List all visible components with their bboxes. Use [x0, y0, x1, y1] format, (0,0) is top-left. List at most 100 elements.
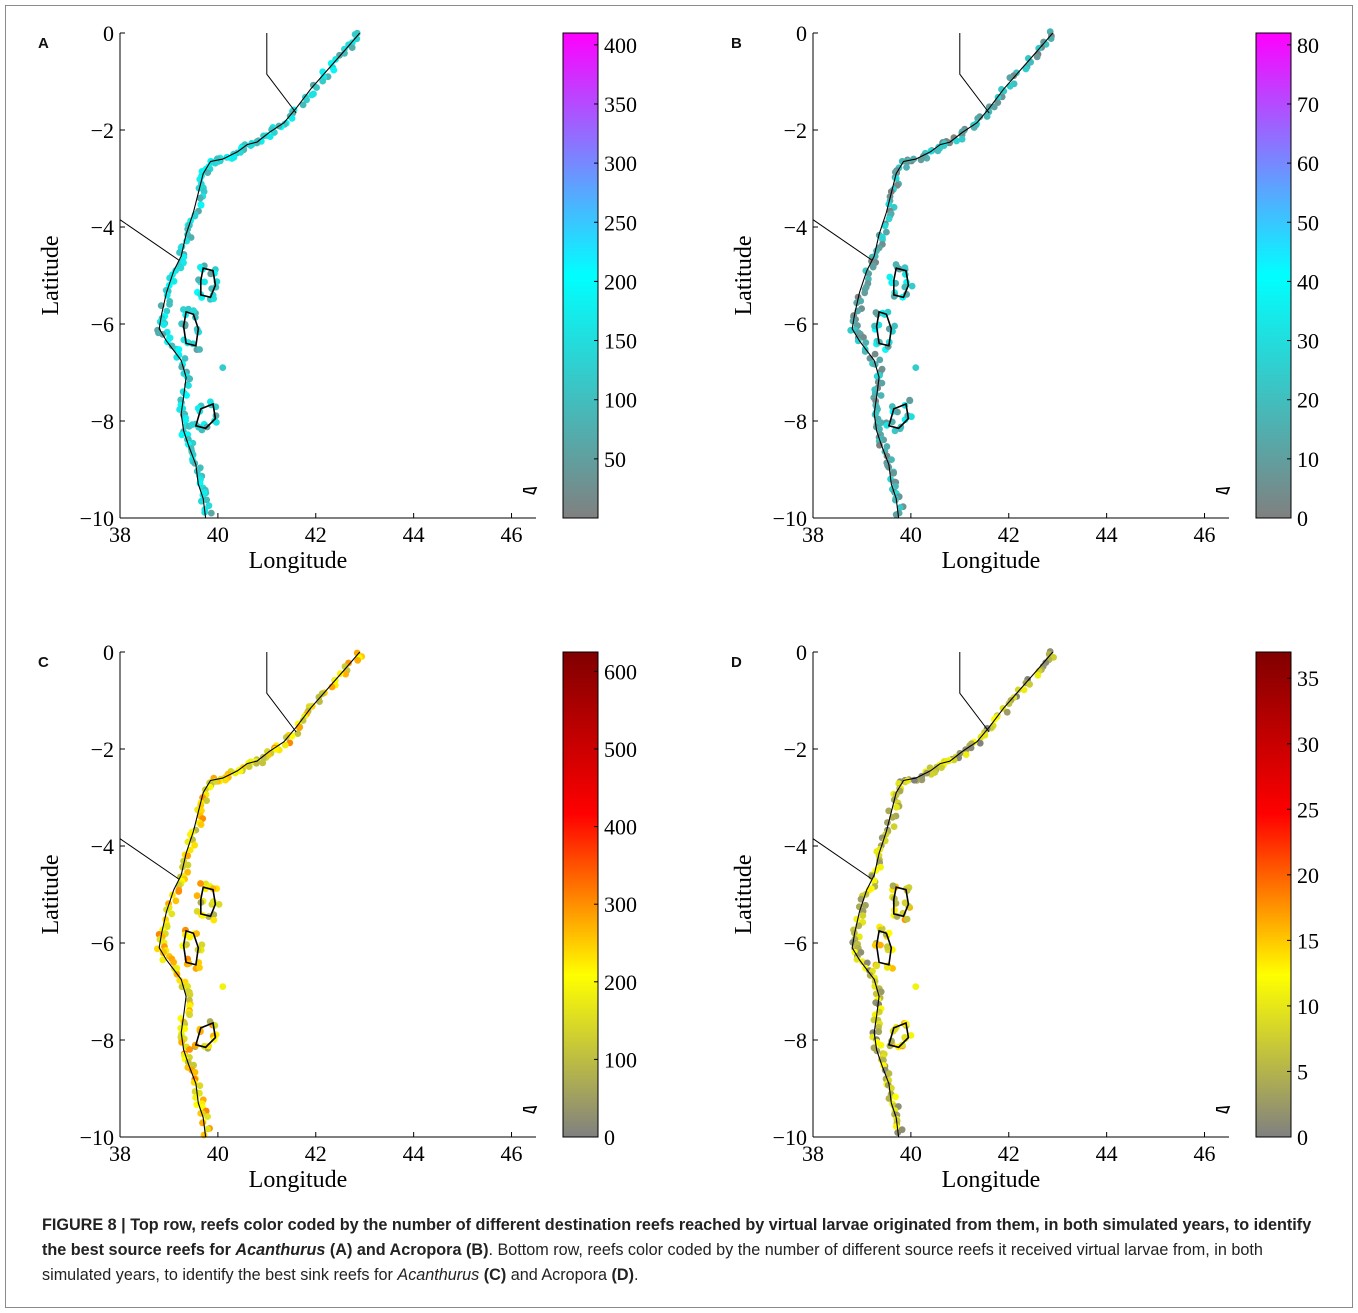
reef-dot	[186, 933, 194, 941]
map-panel-b: B 38 40 42 44 46 0 −2 −4 −6 −8 −10 Longitude Latitude…	[731, 21, 1319, 574]
figure-svg: A 38 40 42 44 46 0 −2 −4 −6 −8 −10 Longitude Latitude…	[38, 21, 1319, 1193]
island-outline	[1216, 486, 1231, 495]
reef-dot	[288, 732, 296, 740]
reef-dot	[353, 35, 361, 43]
reef-dot	[215, 901, 223, 908]
reef-dot	[178, 431, 186, 439]
island-outline	[194, 402, 217, 430]
reef-dot	[308, 91, 316, 99]
y-tick-label: 0	[796, 21, 807, 46]
reef-dot	[962, 751, 970, 758]
reef-dot	[884, 343, 892, 350]
y-tick-label: −6	[91, 931, 114, 956]
x-tick-label: 40	[207, 1141, 229, 1166]
reef-dot	[332, 56, 339, 63]
reef-dot	[182, 417, 190, 424]
y-tick-label: 0	[103, 21, 114, 46]
reef-dot	[903, 915, 911, 923]
reef-dot	[245, 763, 253, 770]
caption-genus-2: Acanthurus	[397, 1266, 480, 1284]
y-tick-label: 0	[796, 640, 807, 665]
reef-dot	[160, 321, 168, 328]
border-north	[959, 33, 990, 114]
x-tick-label: 46	[1194, 522, 1216, 547]
reef-dot	[958, 131, 966, 138]
x-tick-label: 42	[998, 522, 1020, 547]
y-axis-label: Latitude	[38, 855, 64, 935]
reef-dot	[168, 910, 176, 918]
reef-dot	[199, 1119, 206, 1127]
reef-dot	[219, 983, 227, 991]
island-outline	[875, 929, 893, 966]
reef-dot	[878, 379, 886, 387]
reef-dot	[288, 115, 296, 122]
x-tick-label: 40	[207, 522, 229, 547]
colorbar	[562, 651, 599, 1138]
x-tick-label: 38	[802, 522, 824, 547]
colorbar-tick-label: 100	[604, 1047, 637, 1072]
colorbar-tick-label: 50	[604, 447, 626, 472]
reef-dots	[154, 29, 361, 517]
reef-dot	[918, 776, 926, 784]
reef-dot	[908, 282, 916, 290]
figure-caption: FIGURE 8 | Top row, reefs color coded by…	[42, 1213, 1332, 1288]
y-tick-label: −10	[80, 1125, 114, 1150]
coastline	[851, 32, 1054, 519]
reef-dot	[885, 807, 893, 815]
colorbar	[1255, 651, 1292, 1138]
reef-dot	[197, 821, 205, 828]
reef-dot	[259, 753, 267, 761]
x-axis-label: Longitude	[942, 548, 1041, 574]
colorbar-tick-label: 400	[604, 815, 637, 840]
reef-dot	[184, 868, 192, 876]
reef-dot	[185, 382, 192, 389]
y-tick-label: −8	[784, 1028, 807, 1053]
caption-text-bold-1: Top row, reefs color coded by the number…	[42, 1216, 1312, 1259]
colorbar-tick-label: 300	[604, 151, 637, 176]
reef-dot	[186, 375, 194, 383]
island-outline	[875, 310, 893, 347]
reef-dot	[173, 354, 181, 361]
reef-dot	[191, 1068, 199, 1076]
colorbar-tick-label: 200	[604, 970, 637, 995]
reef-dot	[186, 991, 194, 998]
reef-dot	[196, 194, 204, 202]
reef-dot	[861, 348, 869, 355]
colorbar-tick-label: 600	[604, 659, 637, 684]
x-axis-label: Longitude	[942, 1167, 1041, 1193]
y-tick-label: −4	[91, 834, 114, 859]
reef-dot	[883, 964, 891, 971]
reef-dot	[871, 350, 879, 358]
reef-dot	[862, 901, 869, 909]
reef-dot	[1047, 35, 1055, 42]
reef-dot	[204, 169, 212, 177]
y-tick-label: −6	[784, 312, 807, 337]
y-tick-label: −2	[91, 118, 114, 143]
reef-dot	[186, 1002, 194, 1010]
colorbar-tick-label: 400	[604, 33, 637, 58]
reef-dot	[890, 469, 897, 477]
reef-dot	[193, 325, 201, 333]
colorbar-tick-label: 100	[604, 388, 637, 413]
border-north	[266, 652, 297, 733]
reef-dot	[207, 509, 215, 517]
y-tick-label: −2	[784, 737, 807, 762]
reef-dot	[207, 270, 215, 278]
x-tick-label: 44	[1096, 522, 1118, 547]
y-axis-label: Latitude	[38, 236, 64, 316]
reef-dot	[891, 427, 899, 435]
reef-dot	[877, 941, 884, 949]
colorbar-tick-label: 30	[1297, 329, 1319, 354]
island-outline	[200, 886, 217, 918]
reef-dot	[854, 337, 862, 345]
island-outline	[523, 1105, 538, 1114]
colorbar-tick-label: 25	[1297, 797, 1319, 822]
reef-dot	[893, 803, 900, 811]
colorbar	[562, 32, 599, 519]
reef-dot	[896, 425, 904, 433]
panel-letter: A	[38, 35, 49, 52]
reef-dot	[889, 882, 897, 890]
y-tick-label: −10	[773, 506, 807, 531]
reef-dot	[892, 1093, 899, 1101]
reef-dot	[881, 222, 889, 230]
